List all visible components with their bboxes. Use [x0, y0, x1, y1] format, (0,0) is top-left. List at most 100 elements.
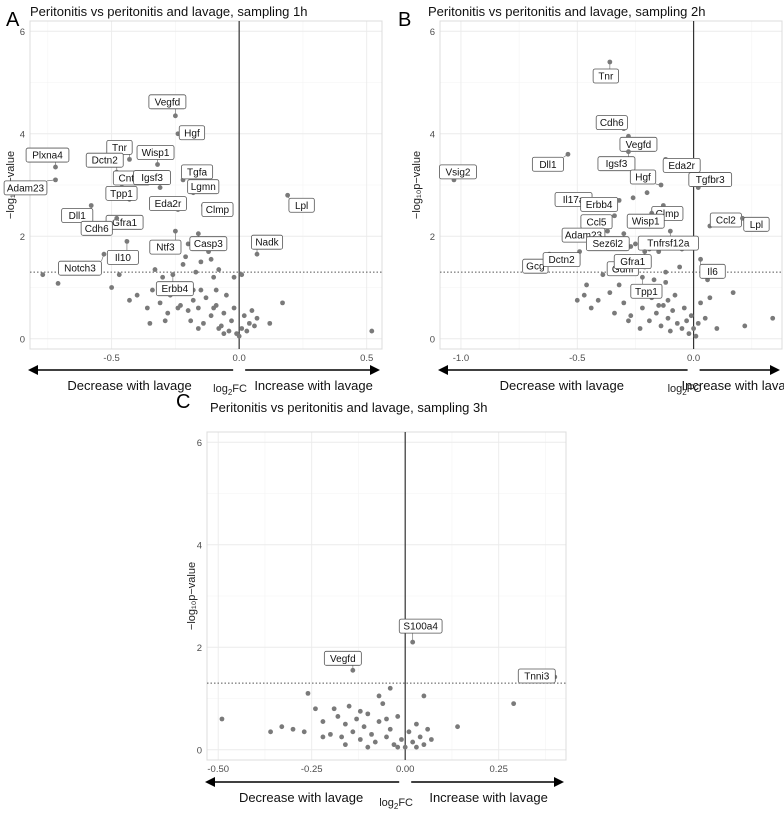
data-point [320, 734, 326, 740]
y-axis-label: −log₁₀p−value [411, 151, 423, 219]
increase-arrowhead [370, 365, 380, 375]
gene-label-box [629, 169, 657, 185]
data-point [391, 742, 397, 748]
gene-label: Plxna4 [32, 151, 63, 162]
data-point [249, 308, 255, 313]
data-point [581, 292, 587, 298]
gene-label-box [542, 252, 581, 268]
data-point [667, 328, 673, 334]
data-point [320, 719, 326, 724]
data-point [380, 701, 386, 707]
data-point [665, 297, 671, 303]
gene-label-box [630, 283, 663, 299]
data-point [152, 267, 158, 272]
gene-label: Gcg [526, 262, 544, 273]
data-point [224, 292, 229, 298]
x-tick-label: 0.0 [233, 353, 246, 364]
gene-label: Eda2r [155, 199, 182, 210]
y-tick-label: 0 [197, 745, 202, 756]
data-point [707, 295, 713, 301]
data-point [226, 328, 232, 334]
gene-label: Tnr [598, 72, 614, 83]
data-point [665, 315, 671, 321]
gene-label: Sez6l2 [593, 239, 624, 250]
panel-title: Peritonitis vs peritonitis and lavage, s… [210, 400, 487, 415]
panel-title: Peritonitis vs peritonitis and lavage, s… [428, 4, 705, 19]
data-point [357, 737, 363, 742]
data-point [421, 742, 427, 748]
x-axis-label-sub: 2 [394, 802, 399, 811]
data-point [280, 300, 285, 306]
gene-label-box [136, 145, 175, 160]
gene-label-box [58, 260, 102, 276]
data-point [626, 318, 631, 324]
data-point [203, 295, 209, 301]
data-point [239, 272, 245, 278]
gene-label-box [595, 115, 628, 131]
gene-label: Adam23 [565, 231, 603, 242]
y-axis-label: −log₁₀p−value [186, 562, 198, 630]
data-point [686, 331, 692, 337]
data-point [670, 308, 676, 313]
increase-label: Increase with lavage [682, 378, 784, 393]
data-point [588, 305, 594, 311]
data-point [406, 729, 412, 735]
data-point [229, 318, 234, 324]
gene-label: Hgf [184, 128, 200, 139]
data-point [216, 326, 222, 331]
data-point [674, 320, 680, 326]
data-point [702, 315, 708, 321]
gene-label-box [517, 668, 556, 684]
gene-label: Tgfa [187, 167, 207, 178]
data-point [328, 731, 333, 737]
data-point [376, 719, 382, 724]
data-point [511, 701, 517, 707]
y-tick-label: 0 [20, 334, 25, 345]
data-point [672, 292, 678, 298]
data-point [127, 297, 132, 303]
data-point [213, 287, 219, 293]
data-point [399, 737, 404, 742]
x-axis-label-main: log [213, 383, 228, 395]
label-leader-line [655, 183, 662, 186]
data-point [600, 272, 606, 278]
panel-border [206, 431, 567, 761]
data-point [193, 269, 199, 275]
data-point [185, 308, 191, 313]
data-point [246, 320, 252, 326]
gene-label-box [155, 281, 194, 297]
gene-label: Vsig2 [445, 167, 470, 178]
data-point [663, 279, 669, 285]
gene-label-box [201, 202, 234, 217]
gene-label-box [85, 152, 124, 168]
gene-label: Nadk [255, 238, 279, 249]
data-point [216, 267, 222, 272]
gene-label: Igsf3 [141, 173, 163, 184]
gene-label: Dll1 [69, 211, 87, 222]
data-point [742, 323, 748, 329]
data-point [630, 195, 636, 201]
data-point [414, 721, 419, 727]
panel-border [439, 20, 783, 350]
data-point [231, 305, 237, 311]
gene-label-box [743, 216, 770, 232]
data-point [653, 310, 659, 316]
data-point [584, 282, 589, 288]
data-point [679, 326, 685, 331]
decrease-label: Decrease with lavage [500, 378, 624, 393]
y-tick-label: 6 [430, 27, 435, 38]
gene-label: Vegfd [626, 140, 652, 151]
y-tick-label: 4 [430, 129, 435, 140]
increase-arrowhead [554, 777, 564, 787]
data-point [414, 744, 419, 750]
gene-label-box [178, 125, 206, 141]
label-leader-line [46, 179, 56, 182]
panel-title: Peritonitis vs peritonitis and lavage, s… [30, 4, 307, 19]
y-tick-label: 2 [20, 232, 25, 243]
data-point [40, 272, 46, 278]
data-point [354, 716, 359, 722]
x-axis-label-tail: FC [398, 797, 413, 809]
data-point [395, 714, 401, 719]
data-point [231, 274, 237, 280]
data-point [346, 703, 352, 709]
